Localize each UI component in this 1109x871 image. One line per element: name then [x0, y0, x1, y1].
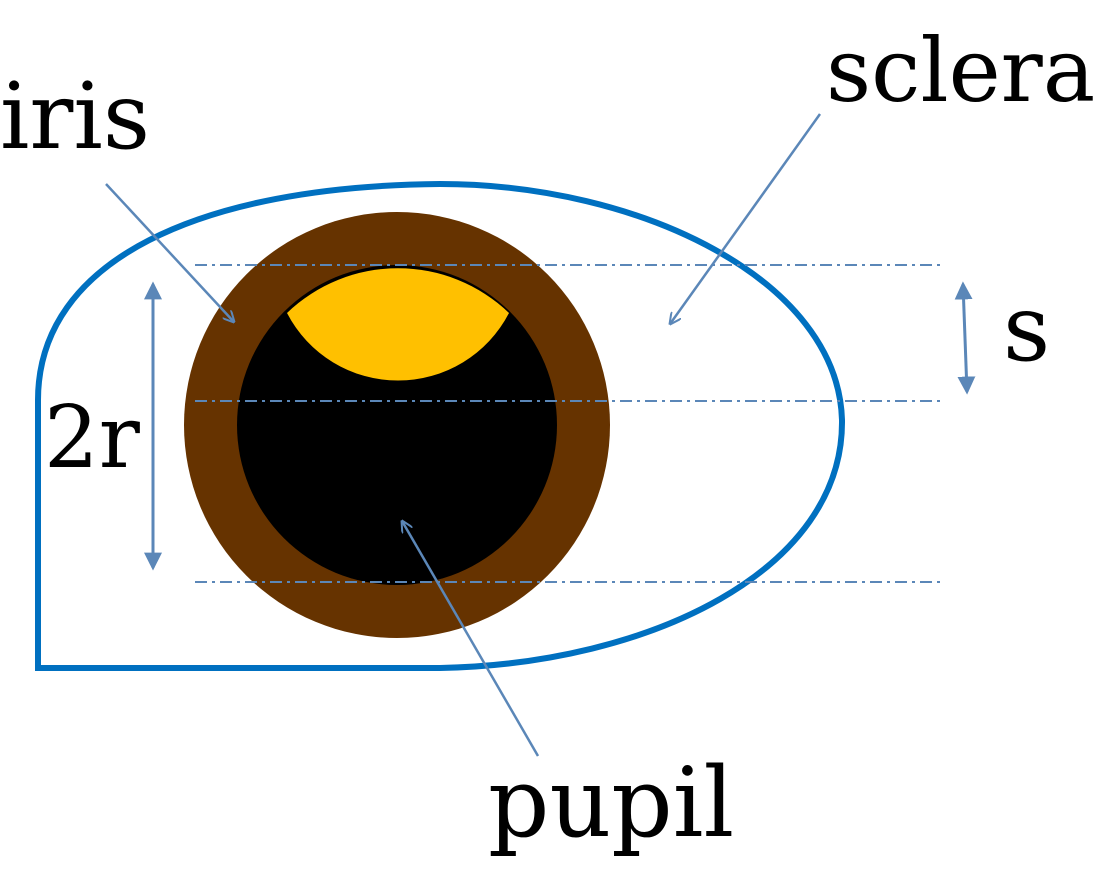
- s-arrow: [954, 281, 976, 395]
- sclera-pointer-arrow: [670, 113, 822, 324]
- sclera-label: sclera: [826, 19, 1095, 122]
- iris-pointer-arrow: [105, 183, 234, 322]
- iris-label: iris: [0, 63, 150, 170]
- pupil-highlight: [287, 268, 509, 381]
- pupil-pointer-arrow: [402, 521, 540, 757]
- two-r-label: 2r: [44, 388, 141, 488]
- pupil-label: pupil: [488, 747, 734, 859]
- s-label: s: [1003, 275, 1050, 382]
